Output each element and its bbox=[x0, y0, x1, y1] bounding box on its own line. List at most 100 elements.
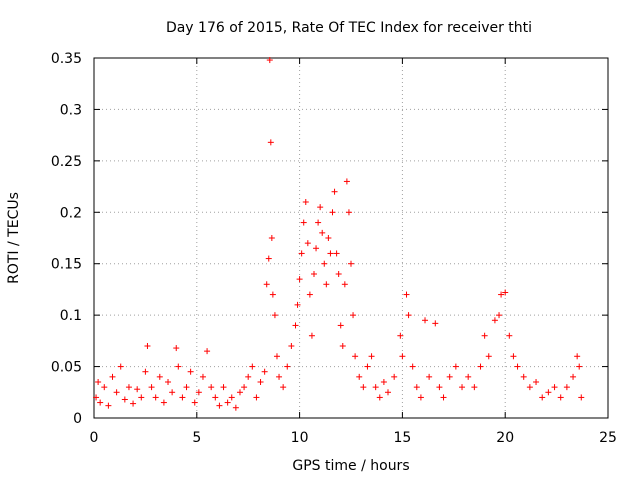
data-point bbox=[563, 384, 570, 391]
data-point bbox=[241, 384, 248, 391]
data-point bbox=[263, 281, 270, 288]
data-point bbox=[325, 235, 332, 241]
data-point bbox=[249, 363, 256, 370]
data-point bbox=[294, 301, 301, 308]
data-point bbox=[578, 394, 585, 401]
data-point bbox=[288, 343, 295, 349]
data-point bbox=[533, 379, 540, 385]
chart-title: Day 176 of 2015, Rate Of TEC Index for r… bbox=[166, 20, 532, 36]
data-point bbox=[335, 271, 342, 277]
data-point bbox=[514, 363, 521, 370]
data-point bbox=[265, 255, 272, 262]
data-point bbox=[364, 363, 371, 370]
data-point bbox=[138, 394, 145, 401]
data-point bbox=[399, 353, 406, 360]
data-point bbox=[257, 379, 264, 385]
data-point bbox=[502, 289, 509, 296]
data-point bbox=[510, 353, 517, 360]
data-point bbox=[267, 139, 274, 146]
data-point bbox=[471, 384, 478, 391]
data-point bbox=[333, 250, 340, 257]
data-point bbox=[459, 384, 466, 391]
data-point bbox=[477, 363, 484, 370]
data-point bbox=[403, 291, 410, 298]
data-point bbox=[331, 188, 338, 195]
x-tick-label: 10 bbox=[291, 430, 309, 446]
data-point bbox=[268, 235, 275, 241]
data-point bbox=[409, 363, 416, 370]
data-point bbox=[306, 291, 313, 298]
data-point bbox=[440, 394, 447, 401]
data-point bbox=[169, 389, 176, 396]
data-point bbox=[292, 322, 299, 329]
data-point bbox=[319, 229, 326, 236]
data-point bbox=[485, 353, 492, 360]
data-point bbox=[360, 384, 367, 391]
data-point bbox=[570, 373, 577, 380]
data-point bbox=[308, 332, 315, 339]
data-point bbox=[152, 394, 159, 401]
data-point bbox=[341, 281, 348, 288]
data-point bbox=[317, 204, 324, 211]
data-points bbox=[93, 57, 585, 411]
x-tick-label: 5 bbox=[192, 430, 201, 446]
data-point bbox=[208, 384, 215, 391]
data-point bbox=[187, 368, 194, 375]
data-point bbox=[204, 348, 211, 355]
y-tick-label: 0.1 bbox=[60, 308, 82, 324]
data-point bbox=[300, 219, 307, 226]
data-point bbox=[526, 384, 533, 391]
data-point bbox=[160, 399, 167, 406]
data-point bbox=[228, 394, 235, 401]
data-point bbox=[148, 384, 155, 391]
data-point bbox=[109, 373, 116, 380]
data-point bbox=[216, 402, 223, 409]
data-point bbox=[105, 402, 112, 409]
y-tick-labels: 0 0.05 0.1 0.15 0.2 0.25 0.3 0.35 bbox=[51, 51, 82, 427]
data-point bbox=[574, 353, 581, 360]
x-tick-label: 15 bbox=[393, 430, 411, 446]
y-tick-label: 0.2 bbox=[60, 205, 82, 221]
data-point bbox=[302, 199, 309, 205]
y-axis-label: ROTI / TECUs bbox=[6, 192, 22, 284]
data-point bbox=[101, 384, 108, 391]
x-tick-label: 20 bbox=[496, 430, 514, 446]
data-point bbox=[327, 250, 334, 257]
data-point bbox=[520, 373, 527, 380]
data-point bbox=[142, 368, 149, 375]
data-point bbox=[397, 332, 404, 339]
data-point bbox=[165, 379, 172, 385]
data-point bbox=[125, 384, 132, 391]
data-point bbox=[496, 312, 503, 319]
data-point bbox=[310, 271, 317, 277]
data-point bbox=[97, 399, 104, 406]
data-point bbox=[321, 260, 328, 267]
data-point bbox=[391, 373, 398, 380]
data-point bbox=[236, 389, 243, 396]
data-point bbox=[426, 373, 433, 380]
data-point bbox=[446, 373, 453, 380]
data-point bbox=[417, 394, 424, 401]
data-point bbox=[199, 373, 206, 380]
grid-lines bbox=[94, 58, 608, 418]
data-point bbox=[545, 389, 552, 396]
data-point bbox=[385, 389, 392, 396]
data-point bbox=[498, 291, 505, 298]
data-point bbox=[576, 363, 583, 370]
data-point bbox=[261, 368, 268, 375]
data-point bbox=[348, 260, 354, 267]
data-point bbox=[156, 373, 163, 380]
data-point bbox=[345, 209, 352, 216]
data-point bbox=[465, 373, 472, 380]
data-point bbox=[343, 178, 350, 185]
data-point bbox=[113, 389, 120, 396]
data-point bbox=[313, 245, 320, 252]
data-point bbox=[224, 399, 231, 406]
data-point bbox=[232, 404, 239, 411]
data-point bbox=[212, 394, 219, 401]
data-point bbox=[481, 332, 488, 339]
data-point bbox=[173, 345, 180, 352]
data-point bbox=[372, 384, 379, 391]
data-point bbox=[380, 379, 387, 385]
